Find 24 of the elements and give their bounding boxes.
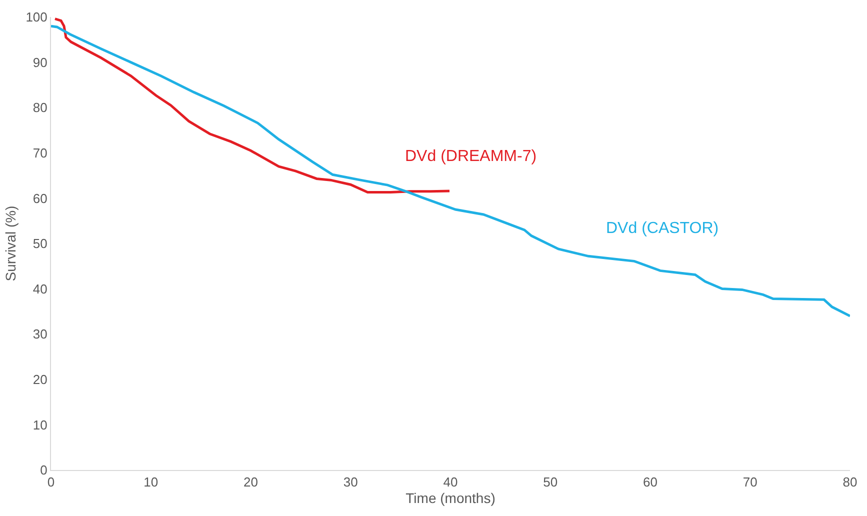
series-label: DVd (DREAMM-7) — [405, 148, 537, 165]
y-tick-label: 40 — [32, 281, 48, 296]
x-tick-label: 20 — [244, 474, 258, 490]
x-tick-label: 80 — [842, 474, 858, 490]
y-tick-label: 80 — [32, 100, 48, 116]
y-axis-title: Survival (%) — [2, 206, 18, 282]
x-axis-title: Time (months) — [406, 490, 496, 506]
x-tick-label: 40 — [443, 474, 458, 490]
y-tick-label: 20 — [32, 372, 48, 387]
x-tick-label: 10 — [144, 474, 158, 490]
line-series — [51, 24, 850, 318]
y-tick-label: 50 — [32, 236, 48, 252]
x-tick-label: 60 — [643, 474, 658, 490]
y-tick-label: 30 — [32, 326, 48, 342]
y-tick-label: 0 — [40, 462, 48, 478]
y-tick-label: 60 — [32, 190, 48, 206]
y-tick-label: 100 — [26, 10, 48, 25]
x-tick-label: 70 — [742, 474, 758, 490]
x-tick-label: 30 — [343, 474, 358, 490]
y-tick-label: 70 — [32, 145, 48, 160]
y-tick-label: 90 — [32, 54, 48, 70]
x-tick-label: 50 — [543, 474, 558, 490]
series-label: DVd (CASTOR) — [606, 220, 719, 237]
y-tick-label: 10 — [32, 417, 48, 432]
